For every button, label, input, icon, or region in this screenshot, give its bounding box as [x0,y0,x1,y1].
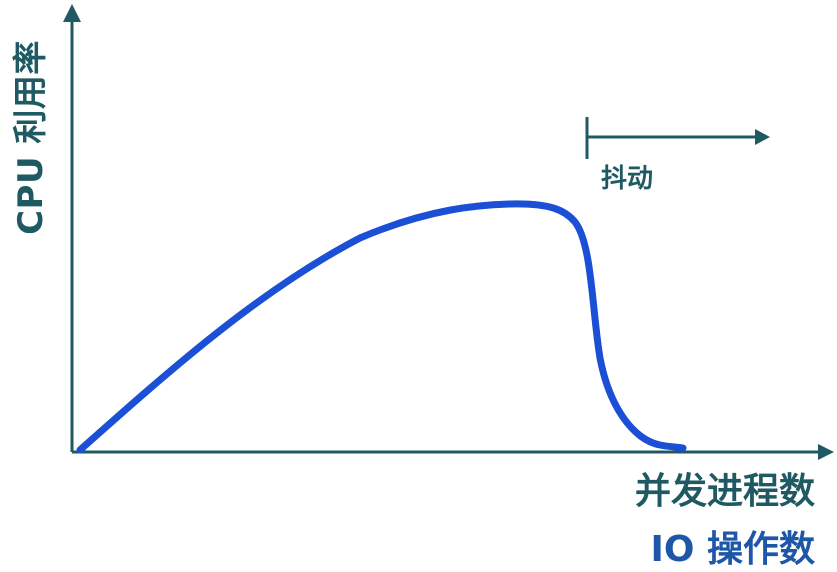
y-axis-arrowhead [63,4,81,22]
thrashing-arrowhead [755,129,770,145]
x-axis-label-line2: IO 操作数 [650,529,815,570]
cpu-utilization-curve [76,200,687,454]
y-axis-label-container: CPU 利用率 [5,35,51,240]
thrashing-label: 抖动 [601,164,654,194]
x-axis-arrowhead [818,444,834,460]
y-axis-label: CPU 利用率 [10,40,51,235]
x-axis-label-line1: 并发进程数 [634,471,815,512]
